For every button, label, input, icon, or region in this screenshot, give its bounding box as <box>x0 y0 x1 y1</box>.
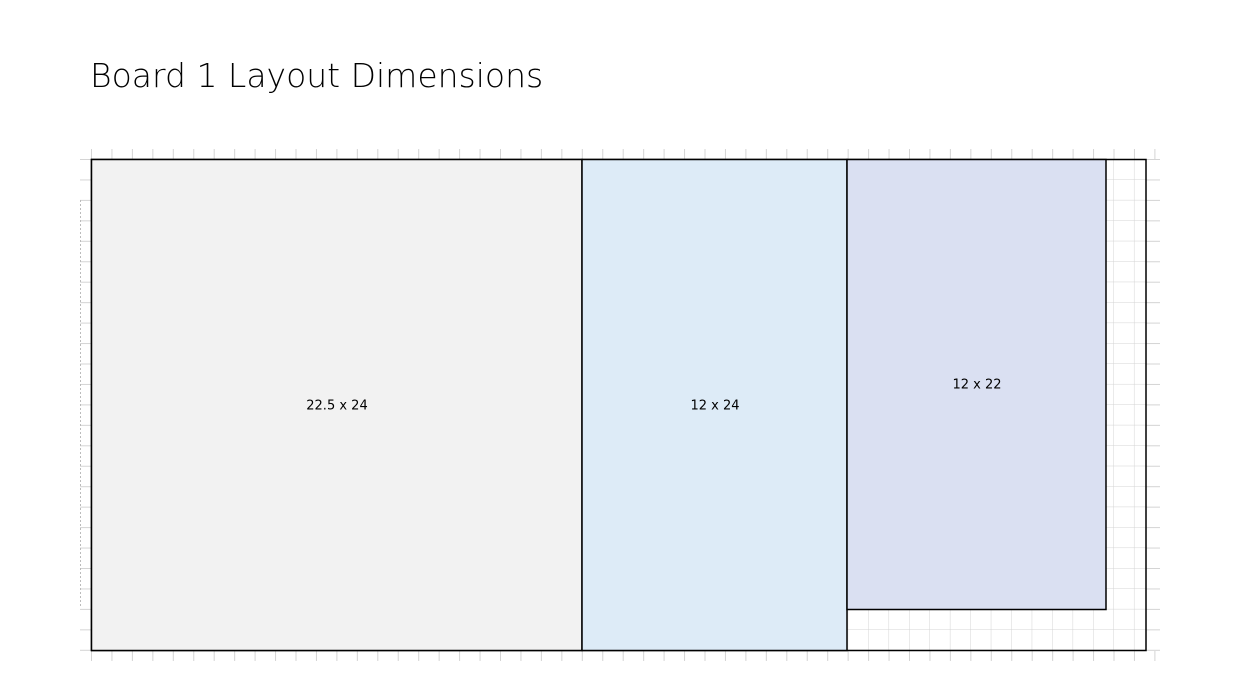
piece <box>581 158 848 652</box>
piece-label: 12 x 22 <box>952 378 1001 393</box>
ruler-bottom <box>91 651 1161 661</box>
ruler-right <box>1146 159 1160 651</box>
title: Board 1 Layout Dimensions <box>90 56 543 95</box>
piece <box>90 158 583 652</box>
piece-label: 12 x 24 <box>690 399 739 414</box>
ruler-left <box>80 159 91 651</box>
piece <box>846 158 1107 611</box>
ruler-top <box>91 149 1161 159</box>
piece-label: 22.5 x 24 <box>306 399 367 414</box>
